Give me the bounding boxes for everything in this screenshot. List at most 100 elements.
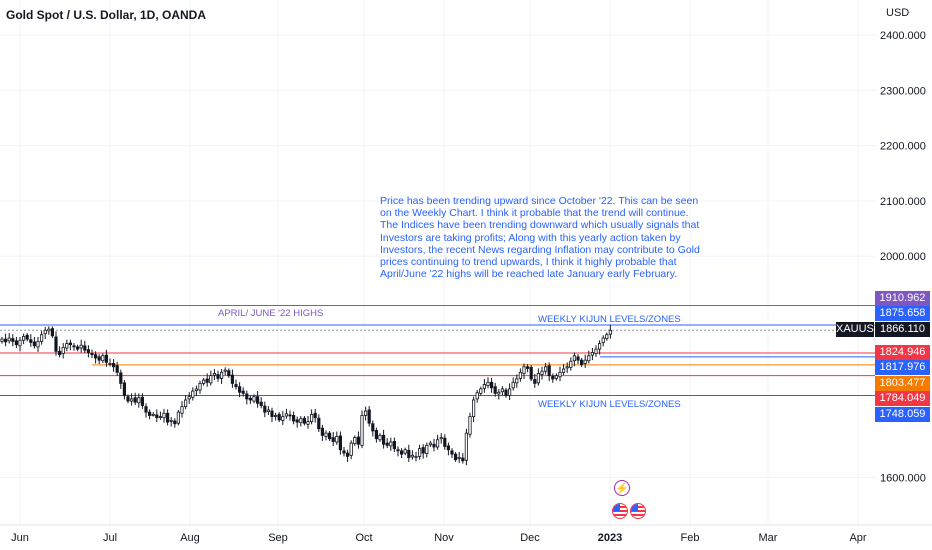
candle-body (450, 450, 454, 455)
candle-body (414, 455, 418, 458)
candle-body (562, 368, 566, 373)
candle-body (14, 340, 18, 346)
candle-body (605, 334, 609, 339)
candle-body (277, 413, 281, 421)
candle-body (112, 363, 116, 368)
candle-body (407, 449, 411, 458)
candle-body (461, 457, 465, 462)
candle-body (248, 397, 252, 401)
candle-body (90, 353, 94, 356)
level-tag-1803: 1803.477 (875, 376, 930, 391)
candle-body (389, 441, 393, 447)
april-june-highs-label[interactable]: APRIL/ JUNE '22 HIGHS (218, 308, 324, 319)
chart-title: Gold Spot / U.S. Dollar, 1D, OANDA (6, 8, 207, 22)
candle-body (345, 452, 350, 457)
candle-body (104, 354, 108, 363)
candle-body (338, 435, 343, 451)
chart-grid (0, 0, 875, 525)
candle-body (331, 437, 335, 442)
candle-body (50, 328, 55, 337)
candle-body (317, 417, 321, 430)
us-flag-event-icon[interactable] (612, 503, 628, 519)
level-tag-1875: 1875.658 (875, 306, 930, 321)
candle-body (83, 345, 87, 351)
x-tick-label: Nov (434, 532, 454, 544)
candle-body (453, 453, 458, 461)
candle-body (381, 434, 386, 445)
candle-body (29, 339, 33, 343)
price-axis: 2400.000 2300.000 2200.000 2100.000 2000.000… (880, 30, 926, 484)
candle-body (446, 445, 451, 451)
x-tick-label: Aug (180, 532, 200, 544)
x-tick-label: Oct (355, 532, 372, 544)
candle-body (526, 366, 530, 369)
candle-body (482, 384, 487, 389)
candle-body (544, 366, 548, 372)
candle-body (464, 432, 469, 461)
candle-body (385, 442, 389, 446)
y-tick-label: 2100.000 (880, 196, 926, 208)
x-tick-label: Mar (759, 532, 778, 544)
y-tick-label: 2200.000 (880, 141, 926, 153)
candle-body (356, 436, 361, 445)
candle-body (342, 450, 346, 454)
candle-body (270, 410, 274, 417)
candle-body (554, 375, 559, 379)
candle-body (489, 381, 494, 389)
y-tick-label: 2400.000 (880, 30, 926, 42)
candle-body (403, 449, 407, 454)
candle-body (255, 396, 260, 404)
candle-body (511, 381, 515, 389)
candle-body (486, 381, 490, 387)
candle-body (587, 355, 591, 362)
candle-body (126, 396, 130, 402)
candle-body (500, 388, 505, 393)
candle-body (194, 388, 198, 391)
candle-body (151, 413, 155, 416)
us-flag-event-icon[interactable] (630, 503, 646, 519)
candle-body (155, 414, 159, 419)
analysis-note[interactable]: Price has been trending upward since Oct… (380, 195, 700, 281)
candle-body (176, 411, 180, 424)
x-tick-label: Sep (268, 532, 288, 544)
candle-body (428, 442, 433, 446)
candle-body (594, 348, 598, 354)
candle-body (374, 429, 379, 440)
candle-body (515, 378, 519, 384)
candle-body (468, 416, 472, 435)
candle-body (65, 343, 69, 349)
level-tag-1748: 1748.059 (875, 407, 930, 422)
candle-body (94, 354, 98, 359)
candle-body (68, 342, 72, 346)
candle-body (324, 432, 328, 437)
candle-body (392, 441, 397, 450)
candle-body (320, 427, 325, 436)
y-tick-label: 1600.000 (880, 472, 926, 484)
candle-body (363, 410, 368, 416)
kijun-upper-label[interactable]: WEEKLY KIJUN LEVELS/ZONES (538, 314, 681, 325)
candle-body (180, 406, 184, 414)
candle-body (518, 371, 523, 379)
x-tick-label: Dec (520, 532, 540, 544)
level-tag-1910: 1910.962 (875, 291, 930, 306)
candle-body (183, 399, 188, 408)
candle-body (497, 391, 501, 395)
candle-body (547, 365, 551, 377)
candle-body (72, 345, 76, 348)
level-tag-1784: 1784.049 (875, 391, 930, 406)
candle-body (18, 339, 22, 347)
flash-event-icon[interactable]: ⚡ (614, 480, 630, 496)
candle-body (313, 412, 317, 419)
kijun-lower-label[interactable]: WEEKLY KIJUN LEVELS/ZONES (538, 399, 681, 410)
candle-body (263, 405, 267, 413)
candle-body (223, 369, 227, 372)
candle-body (58, 350, 62, 356)
candle-body (507, 388, 512, 396)
ticker-tag: XAUUSD (836, 322, 882, 337)
candle-body (558, 371, 562, 378)
candle-body (227, 370, 231, 377)
candle-body (536, 373, 541, 384)
candle-body (443, 437, 447, 447)
candle-body (335, 436, 339, 443)
